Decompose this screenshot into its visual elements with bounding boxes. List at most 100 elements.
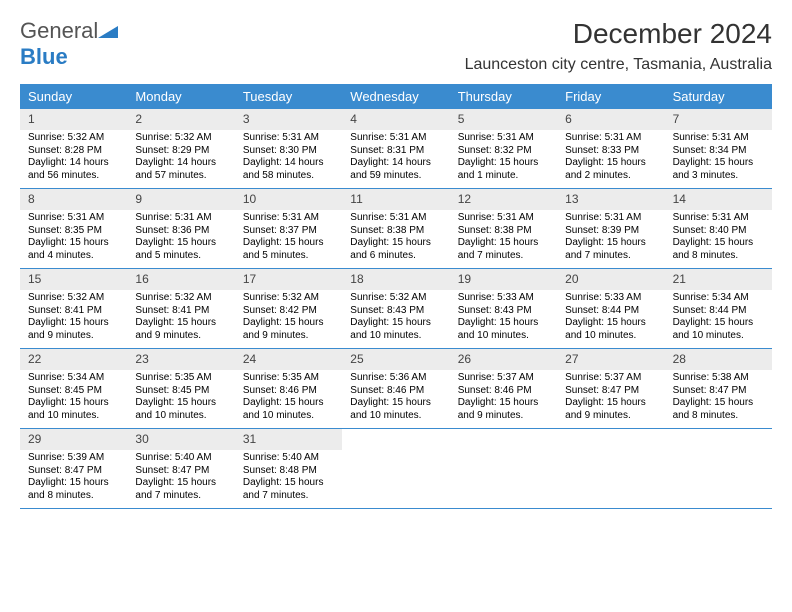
calendar-day: 4Sunrise: 5:31 AMSunset: 8:31 PMDaylight… <box>342 109 449 188</box>
sunrise-text: Sunrise: 5:31 AM <box>350 212 441 225</box>
calendar-week: 1Sunrise: 5:32 AMSunset: 8:28 PMDaylight… <box>20 109 772 189</box>
daylight-text-2: and 7 minutes. <box>458 250 549 263</box>
sunset-text: Sunset: 8:45 PM <box>28 385 119 398</box>
daylight-text-1: Daylight: 15 hours <box>458 317 549 330</box>
day-details: Sunrise: 5:31 AMSunset: 8:38 PMDaylight:… <box>342 210 449 268</box>
day-details: Sunrise: 5:34 AMSunset: 8:44 PMDaylight:… <box>665 290 772 348</box>
day-number: 21 <box>665 269 772 290</box>
day-number: 6 <box>557 109 664 130</box>
sunrise-text: Sunrise: 5:40 AM <box>243 452 334 465</box>
day-of-week-header: Sunday Monday Tuesday Wednesday Thursday… <box>20 84 772 109</box>
daylight-text-2: and 10 minutes. <box>458 330 549 343</box>
daylight-text-1: Daylight: 15 hours <box>673 237 764 250</box>
sunrise-text: Sunrise: 5:37 AM <box>458 372 549 385</box>
daylight-text-2: and 9 minutes. <box>565 410 656 423</box>
sunrise-text: Sunrise: 5:31 AM <box>673 212 764 225</box>
daylight-text-2: and 3 minutes. <box>673 170 764 183</box>
day-details: Sunrise: 5:31 AMSunset: 8:31 PMDaylight:… <box>342 130 449 188</box>
sunset-text: Sunset: 8:35 PM <box>28 225 119 238</box>
dow-saturday: Saturday <box>665 84 772 109</box>
sunset-text: Sunset: 8:34 PM <box>673 145 764 158</box>
sunrise-text: Sunrise: 5:32 AM <box>135 132 226 145</box>
daylight-text-1: Daylight: 15 hours <box>565 317 656 330</box>
sunrise-text: Sunrise: 5:31 AM <box>350 132 441 145</box>
daylight-text-2: and 10 minutes. <box>565 330 656 343</box>
calendar-day: 15Sunrise: 5:32 AMSunset: 8:41 PMDayligh… <box>20 269 127 348</box>
sunset-text: Sunset: 8:44 PM <box>565 305 656 318</box>
daylight-text-1: Daylight: 15 hours <box>135 237 226 250</box>
day-number: 30 <box>127 429 234 450</box>
sunset-text: Sunset: 8:33 PM <box>565 145 656 158</box>
daylight-text-1: Daylight: 15 hours <box>458 157 549 170</box>
sunset-text: Sunset: 8:30 PM <box>243 145 334 158</box>
calendar-day: 27Sunrise: 5:37 AMSunset: 8:47 PMDayligh… <box>557 349 664 428</box>
day-details: Sunrise: 5:31 AMSunset: 8:39 PMDaylight:… <box>557 210 664 268</box>
sunrise-text: Sunrise: 5:37 AM <box>565 372 656 385</box>
weeks-container: 1Sunrise: 5:32 AMSunset: 8:28 PMDaylight… <box>20 109 772 509</box>
sunrise-text: Sunrise: 5:32 AM <box>28 132 119 145</box>
daylight-text-2: and 5 minutes. <box>135 250 226 263</box>
day-number: 16 <box>127 269 234 290</box>
day-details: Sunrise: 5:31 AMSunset: 8:30 PMDaylight:… <box>235 130 342 188</box>
title-block: December 2024 Launceston city centre, Ta… <box>465 18 772 74</box>
dow-wednesday: Wednesday <box>342 84 449 109</box>
daylight-text-2: and 8 minutes. <box>28 490 119 503</box>
day-number: 11 <box>342 189 449 210</box>
sunset-text: Sunset: 8:44 PM <box>673 305 764 318</box>
page-title: December 2024 <box>465 18 772 50</box>
calendar-day: 6Sunrise: 5:31 AMSunset: 8:33 PMDaylight… <box>557 109 664 188</box>
sunrise-text: Sunrise: 5:32 AM <box>350 292 441 305</box>
day-details: Sunrise: 5:34 AMSunset: 8:45 PMDaylight:… <box>20 370 127 428</box>
calendar-day: 25Sunrise: 5:36 AMSunset: 8:46 PMDayligh… <box>342 349 449 428</box>
daylight-text-1: Daylight: 15 hours <box>28 237 119 250</box>
sunset-text: Sunset: 8:47 PM <box>135 465 226 478</box>
dow-monday: Monday <box>127 84 234 109</box>
sunrise-text: Sunrise: 5:31 AM <box>243 212 334 225</box>
sunrise-text: Sunrise: 5:35 AM <box>135 372 226 385</box>
day-number: 17 <box>235 269 342 290</box>
day-details: Sunrise: 5:32 AMSunset: 8:42 PMDaylight:… <box>235 290 342 348</box>
calendar-week: 29Sunrise: 5:39 AMSunset: 8:47 PMDayligh… <box>20 429 772 509</box>
sunrise-text: Sunrise: 5:33 AM <box>565 292 656 305</box>
calendar-day <box>450 429 557 508</box>
logo-text-2: Blue <box>20 44 68 69</box>
daylight-text-2: and 10 minutes. <box>350 410 441 423</box>
day-details: Sunrise: 5:32 AMSunset: 8:43 PMDaylight:… <box>342 290 449 348</box>
daylight-text-2: and 5 minutes. <box>243 250 334 263</box>
calendar-day: 26Sunrise: 5:37 AMSunset: 8:46 PMDayligh… <box>450 349 557 428</box>
day-number: 28 <box>665 349 772 370</box>
day-number: 19 <box>450 269 557 290</box>
daylight-text-1: Daylight: 15 hours <box>350 237 441 250</box>
day-number: 2 <box>127 109 234 130</box>
sunset-text: Sunset: 8:41 PM <box>28 305 119 318</box>
day-details: Sunrise: 5:37 AMSunset: 8:47 PMDaylight:… <box>557 370 664 428</box>
sunset-text: Sunset: 8:46 PM <box>350 385 441 398</box>
day-details: Sunrise: 5:31 AMSunset: 8:36 PMDaylight:… <box>127 210 234 268</box>
day-number: 4 <box>342 109 449 130</box>
location-text: Launceston city centre, Tasmania, Austra… <box>465 56 772 74</box>
sunset-text: Sunset: 8:29 PM <box>135 145 226 158</box>
day-details: Sunrise: 5:33 AMSunset: 8:43 PMDaylight:… <box>450 290 557 348</box>
daylight-text-2: and 58 minutes. <box>243 170 334 183</box>
day-details: Sunrise: 5:32 AMSunset: 8:41 PMDaylight:… <box>127 290 234 348</box>
daylight-text-2: and 10 minutes. <box>350 330 441 343</box>
sunrise-text: Sunrise: 5:31 AM <box>673 132 764 145</box>
day-number: 1 <box>20 109 127 130</box>
daylight-text-1: Daylight: 15 hours <box>28 397 119 410</box>
sunrise-text: Sunrise: 5:31 AM <box>565 212 656 225</box>
daylight-text-2: and 10 minutes. <box>28 410 119 423</box>
day-details: Sunrise: 5:40 AMSunset: 8:47 PMDaylight:… <box>127 450 234 508</box>
sunrise-text: Sunrise: 5:36 AM <box>350 372 441 385</box>
daylight-text-2: and 10 minutes. <box>135 410 226 423</box>
sunrise-text: Sunrise: 5:31 AM <box>458 212 549 225</box>
daylight-text-1: Daylight: 14 hours <box>28 157 119 170</box>
calendar-day <box>665 429 772 508</box>
sunrise-text: Sunrise: 5:38 AM <box>673 372 764 385</box>
sunrise-text: Sunrise: 5:31 AM <box>565 132 656 145</box>
day-number: 31 <box>235 429 342 450</box>
sunset-text: Sunset: 8:40 PM <box>673 225 764 238</box>
day-number: 8 <box>20 189 127 210</box>
day-details: Sunrise: 5:39 AMSunset: 8:47 PMDaylight:… <box>20 450 127 508</box>
day-number: 13 <box>557 189 664 210</box>
calendar-day <box>557 429 664 508</box>
